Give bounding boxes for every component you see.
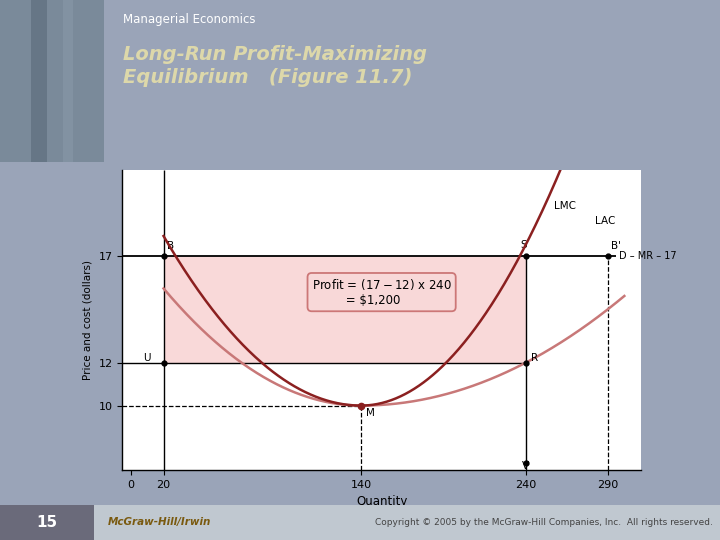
Text: B: B [167, 241, 174, 251]
X-axis label: Quantity: Quantity [356, 495, 408, 508]
Text: U: U [143, 353, 150, 363]
Text: Profit = ($17 - $12) x 240
         = $1,200: Profit = ($17 - $12) x 240 = $1,200 [312, 277, 451, 307]
Bar [94, 505, 720, 540]
Text: Copyright © 2005 by the McGraw-Hill Companies, Inc.  All rights reserved.: Copyright © 2005 by the McGraw-Hill Comp… [375, 518, 713, 527]
Bar [63, 0, 73, 162]
Text: M: M [366, 408, 375, 418]
Text: V: V [522, 461, 529, 471]
Text: Managerial Economics: Managerial Economics [123, 13, 256, 26]
Text: Long-Run Profit-Maximizing
Equilibrium   (Figure 11.7): Long-Run Profit-Maximizing Equilibrium (… [123, 45, 427, 87]
Bar [163, 256, 526, 363]
Text: McGraw-Hill/Irwin: McGraw-Hill/Irwin [108, 517, 212, 528]
Text: D – MR – 17: D – MR – 17 [619, 251, 677, 261]
Text: S: S [521, 240, 527, 250]
Text: R: R [531, 353, 538, 363]
Bar [0, 505, 94, 540]
Text: B': B' [611, 241, 621, 251]
Text: 15: 15 [36, 515, 58, 530]
Text: LMC: LMC [554, 201, 575, 211]
Bar [32, 0, 47, 162]
Y-axis label: Price and cost (dollars): Price and cost (dollars) [83, 260, 93, 380]
Text: LAC: LAC [595, 215, 615, 226]
